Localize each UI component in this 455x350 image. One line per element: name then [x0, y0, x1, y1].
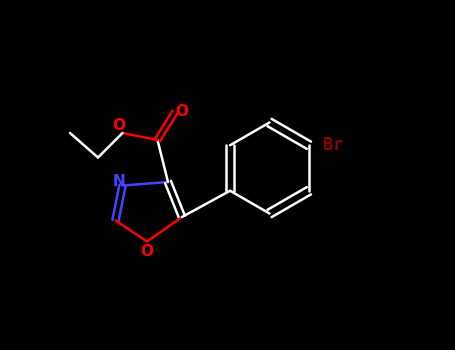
Text: O: O	[112, 119, 126, 133]
Text: O: O	[176, 105, 188, 119]
Text: N: N	[113, 175, 126, 189]
Text: Br: Br	[323, 136, 343, 154]
Text: O: O	[141, 245, 153, 259]
